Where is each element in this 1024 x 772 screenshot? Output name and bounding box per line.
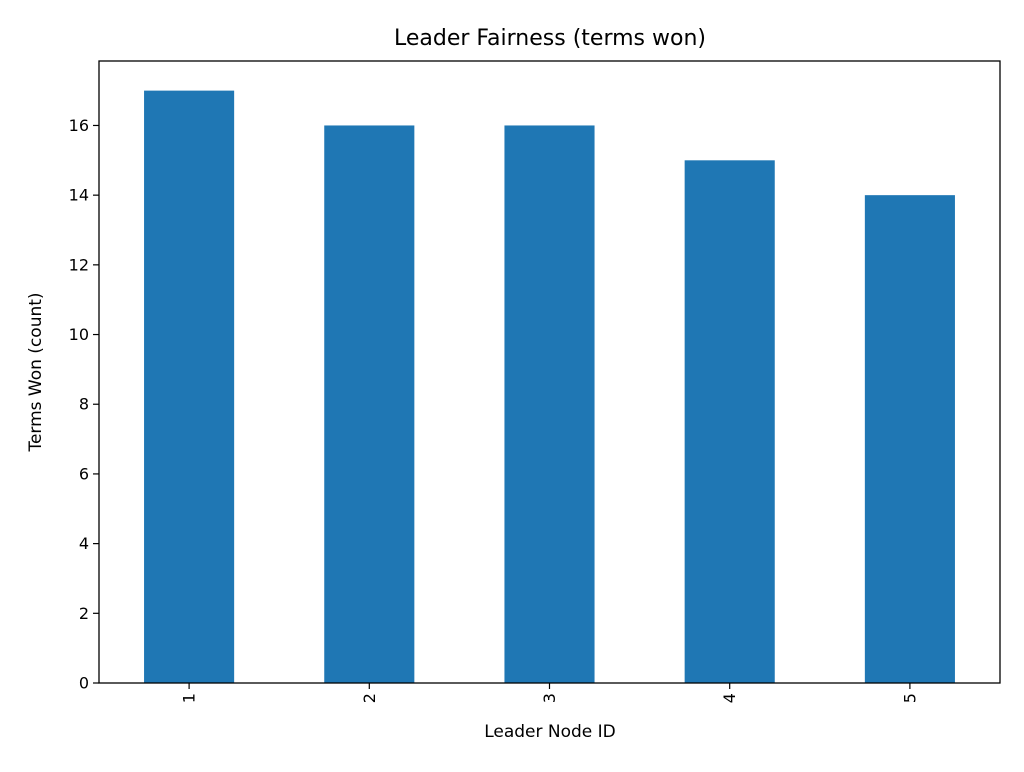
bar-node-3 bbox=[504, 125, 595, 683]
chart-title: Leader Fairness (terms won) bbox=[394, 26, 706, 51]
plot-frame bbox=[98, 60, 1001, 684]
x-axis-label: Leader Node ID bbox=[484, 722, 616, 742]
bar-node-1 bbox=[144, 90, 235, 684]
y-tick-label: 6 bbox=[79, 464, 89, 483]
bar-group bbox=[144, 90, 955, 684]
bar-node-2 bbox=[324, 125, 415, 683]
y-tick-label: 2 bbox=[79, 604, 89, 623]
x-tick-label: 1 bbox=[180, 693, 199, 703]
y-tick-label: 14 bbox=[69, 186, 89, 205]
y-tick-label: 0 bbox=[79, 674, 89, 693]
y-axis-ticks: 0 2 4 6 8 10 12 14 16 bbox=[69, 116, 99, 693]
y-tick-label: 12 bbox=[69, 255, 89, 274]
bar-node-4 bbox=[684, 160, 775, 683]
bar-node-5 bbox=[864, 195, 955, 683]
y-axis-label: Terms Won (count) bbox=[26, 292, 46, 452]
y-tick-label: 4 bbox=[79, 534, 89, 553]
y-tick-label: 10 bbox=[69, 325, 89, 344]
x-tick-label: 2 bbox=[360, 693, 379, 703]
y-tick-label: 16 bbox=[69, 116, 89, 135]
x-tick-label: 5 bbox=[900, 693, 919, 703]
x-tick-label: 3 bbox=[540, 693, 559, 703]
y-tick-label: 8 bbox=[79, 395, 89, 414]
x-axis-ticks: 1 2 3 4 5 bbox=[180, 683, 919, 703]
x-tick-label: 4 bbox=[720, 693, 739, 703]
